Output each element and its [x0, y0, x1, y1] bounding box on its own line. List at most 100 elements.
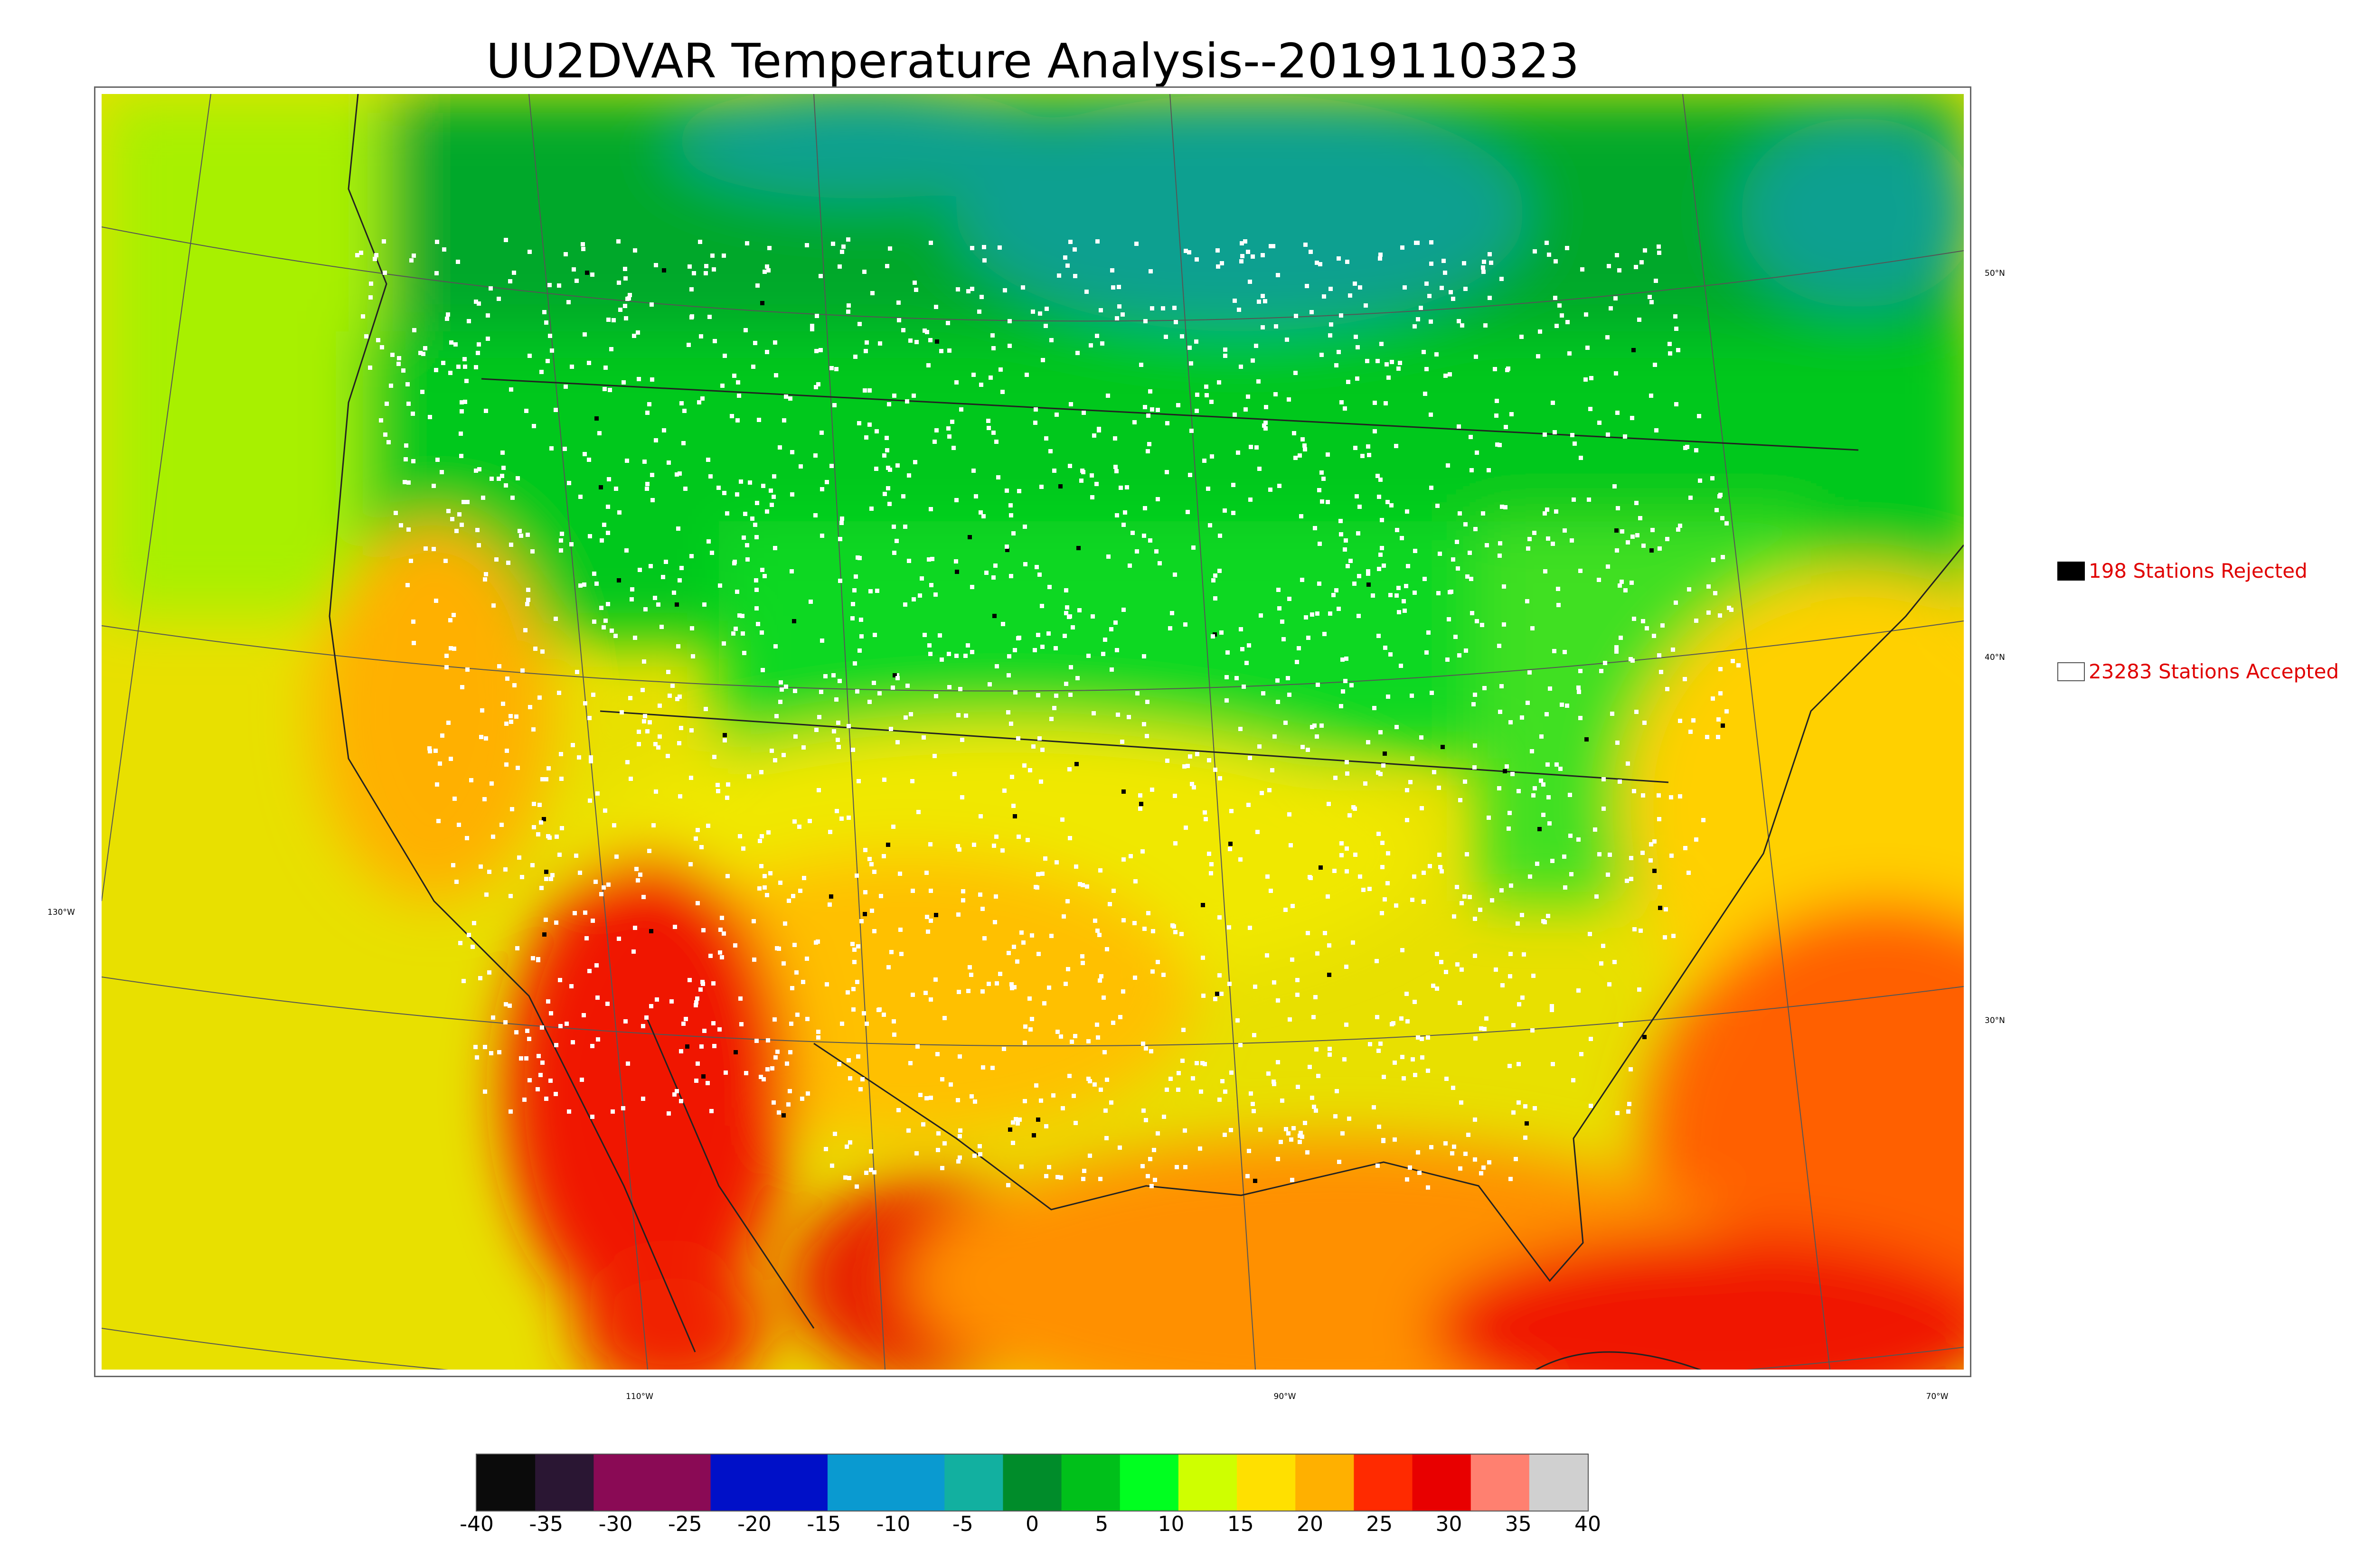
station-marker — [1724, 521, 1729, 526]
station-marker — [1671, 934, 1676, 938]
station-marker — [449, 340, 453, 345]
station-marker — [1183, 622, 1187, 627]
station-marker — [1416, 1035, 1420, 1040]
station-marker — [1223, 347, 1227, 352]
station-marker — [1065, 263, 1070, 268]
station-marker — [1316, 1074, 1320, 1078]
station-marker — [1346, 380, 1350, 384]
station-marker — [904, 715, 908, 720]
station-marker — [1530, 1028, 1535, 1033]
station-marker — [589, 755, 593, 760]
station-marker — [1499, 888, 1504, 892]
station-marker — [828, 902, 832, 907]
station-marker — [994, 440, 999, 444]
station-marker — [675, 697, 679, 701]
station-marker — [960, 738, 964, 742]
station-marker — [675, 472, 679, 477]
station-marker — [369, 282, 373, 286]
station-marker — [1235, 1018, 1240, 1023]
station-marker — [659, 625, 664, 629]
station-marker — [1385, 500, 1390, 504]
station-marker — [542, 932, 546, 937]
station-marker — [483, 1089, 487, 1094]
station-marker — [1268, 488, 1272, 492]
station-marker — [1606, 873, 1610, 877]
station-marker — [752, 919, 756, 923]
station-marker — [1494, 967, 1498, 972]
station-marker — [1468, 551, 1472, 555]
station-marker — [460, 685, 464, 689]
station-marker — [1288, 1017, 1292, 1022]
station-marker — [1516, 921, 1520, 926]
station-marker — [1130, 531, 1135, 535]
station-marker — [1380, 911, 1384, 915]
station-marker — [1623, 434, 1627, 439]
station-marker — [1570, 538, 1574, 543]
station-marker — [1503, 769, 1507, 773]
station-marker — [788, 396, 792, 401]
station-marker — [1610, 712, 1614, 716]
station-marker — [1344, 538, 1348, 543]
colorbar-segment — [652, 1455, 712, 1511]
station-marker — [386, 440, 391, 444]
station-marker — [1156, 408, 1160, 412]
station-marker — [1422, 871, 1426, 875]
station-marker — [801, 745, 806, 750]
station-marker — [544, 777, 548, 781]
station-marker — [836, 738, 840, 742]
station-marker — [390, 353, 395, 357]
colorbar-segment — [1412, 1455, 1472, 1511]
station-marker — [1557, 303, 1562, 308]
station-marker — [1377, 567, 1381, 571]
station-marker — [1220, 261, 1224, 265]
coastlines — [329, 94, 1964, 1370]
station-marker — [1326, 500, 1330, 504]
station-marker — [1139, 363, 1143, 367]
station-marker — [500, 451, 505, 455]
station-marker — [664, 560, 668, 564]
station-marker — [903, 602, 907, 607]
station-marker — [782, 753, 786, 757]
station-marker — [950, 420, 954, 424]
station-marker — [1378, 478, 1383, 482]
station-marker — [840, 1022, 844, 1026]
station-marker — [773, 1055, 778, 1060]
station-marker — [1411, 1057, 1415, 1061]
station-marker — [1494, 413, 1498, 418]
station-marker — [1031, 744, 1036, 749]
station-marker — [896, 300, 901, 305]
station-marker — [599, 485, 603, 489]
station-marker — [998, 245, 1002, 250]
station-marker — [1503, 505, 1507, 509]
station-marker — [1554, 324, 1559, 328]
station-marker — [1145, 734, 1149, 738]
station-marker — [1142, 534, 1146, 538]
station-marker — [979, 383, 983, 387]
station-marker — [1645, 626, 1649, 630]
station-marker — [564, 252, 568, 256]
station-marker — [929, 507, 933, 511]
station-marker — [816, 382, 820, 386]
station-marker — [1037, 573, 1042, 577]
station-marker — [1393, 1061, 1397, 1065]
station-marker — [460, 523, 464, 527]
station-marker — [789, 1022, 793, 1026]
station-marker — [1240, 254, 1244, 258]
station-marker — [1200, 1061, 1205, 1065]
station-marker — [892, 394, 896, 398]
station-marker — [650, 498, 655, 502]
station-marker — [736, 380, 740, 385]
station-marker — [1016, 1121, 1020, 1126]
station-marker — [452, 647, 456, 651]
station-marker — [441, 361, 445, 365]
station-marker — [445, 317, 449, 321]
station-marker — [874, 467, 878, 471]
colorbar-tick-label: -30 — [598, 1512, 633, 1536]
station-marker — [1009, 574, 1013, 578]
station-marker — [1528, 874, 1532, 879]
colorbar — [476, 1454, 1589, 1512]
station-marker — [1367, 887, 1372, 891]
station-marker — [1165, 421, 1169, 425]
station-marker — [558, 1024, 563, 1028]
station-marker — [1469, 435, 1473, 439]
